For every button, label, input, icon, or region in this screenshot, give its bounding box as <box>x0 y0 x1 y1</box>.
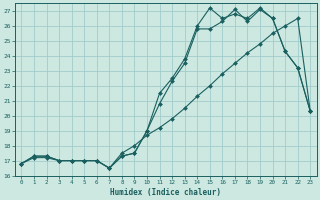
X-axis label: Humidex (Indice chaleur): Humidex (Indice chaleur) <box>110 188 221 197</box>
